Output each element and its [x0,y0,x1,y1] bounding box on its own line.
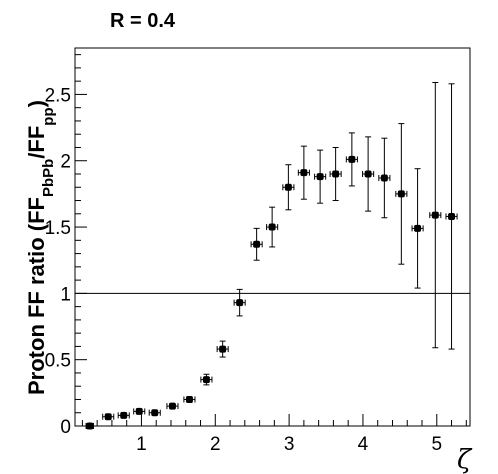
data-point [378,137,391,219]
data-point [282,164,295,211]
data-point [117,411,130,419]
data-point [200,373,213,386]
y-axis-label-prefix: Proton FF ratio (FF [24,197,49,395]
data-point [395,123,408,265]
y-axis-label-sub-pp: pp [40,107,57,125]
data-point [266,206,279,248]
marker [168,402,176,410]
x-tick-label: 4 [358,434,369,455]
marker [86,422,94,430]
y-axis-label: Proton FF ratio (FFPbPb/FFpp) [24,100,57,395]
x-tick-label: 5 [431,434,442,455]
data-point [85,422,94,430]
data-point [314,149,327,204]
data-point [297,145,310,200]
y-axis-ticks: 0 0.5 1 1.5 2 2.5 [45,54,87,438]
marker [431,211,439,219]
data-point [429,81,442,349]
marker [397,190,405,198]
y-tick-label: 2.5 [45,85,71,106]
marker [219,345,227,353]
marker [332,170,340,178]
marker [120,411,128,419]
marker [185,395,193,403]
x-axis-ticks: 1 2 3 4 5 [81,414,467,455]
y-tick-label: 2 [60,152,71,173]
x-tick-label: 2 [210,434,221,455]
data-point [133,407,146,415]
data-point [183,395,196,403]
marker [364,170,372,178]
x-tick-label: 1 [136,434,147,455]
plot-frame [74,47,471,427]
y-tick-label: 1.5 [45,218,71,239]
data-points [85,81,458,430]
plot-area-border [74,47,471,427]
marker [151,409,159,417]
data-point [250,227,263,261]
y-axis-label-sub-pbpb: PbPb [40,159,57,197]
marker [448,212,456,220]
data-point [411,168,424,289]
data-point [345,132,358,187]
marker [268,223,276,231]
marker [236,299,244,307]
data-point [329,146,342,202]
chart-title: R = 0.4 [110,10,176,32]
x-tick-label: 3 [284,434,295,455]
y-tick-label: 0.5 [45,351,71,372]
marker [300,169,308,177]
marker [316,173,324,181]
marker [348,155,356,163]
y-axis-label-mid: /FF [24,126,49,159]
y-tick-label: 0 [60,417,71,438]
data-point [233,288,246,317]
data-point [362,136,375,212]
y-tick-label: 1 [60,284,71,305]
data-point [445,83,458,350]
marker [284,183,292,191]
marker [135,407,143,415]
x-axis-label: ζ [457,445,473,474]
marker [253,240,261,248]
marker [380,174,388,182]
marker [104,413,112,421]
data-point [148,409,161,417]
data-point [102,413,115,421]
data-point [216,340,229,358]
data-point [166,402,179,410]
y-axis-label-suffix: ) [24,100,49,107]
marker [414,224,422,232]
marker [202,376,210,384]
